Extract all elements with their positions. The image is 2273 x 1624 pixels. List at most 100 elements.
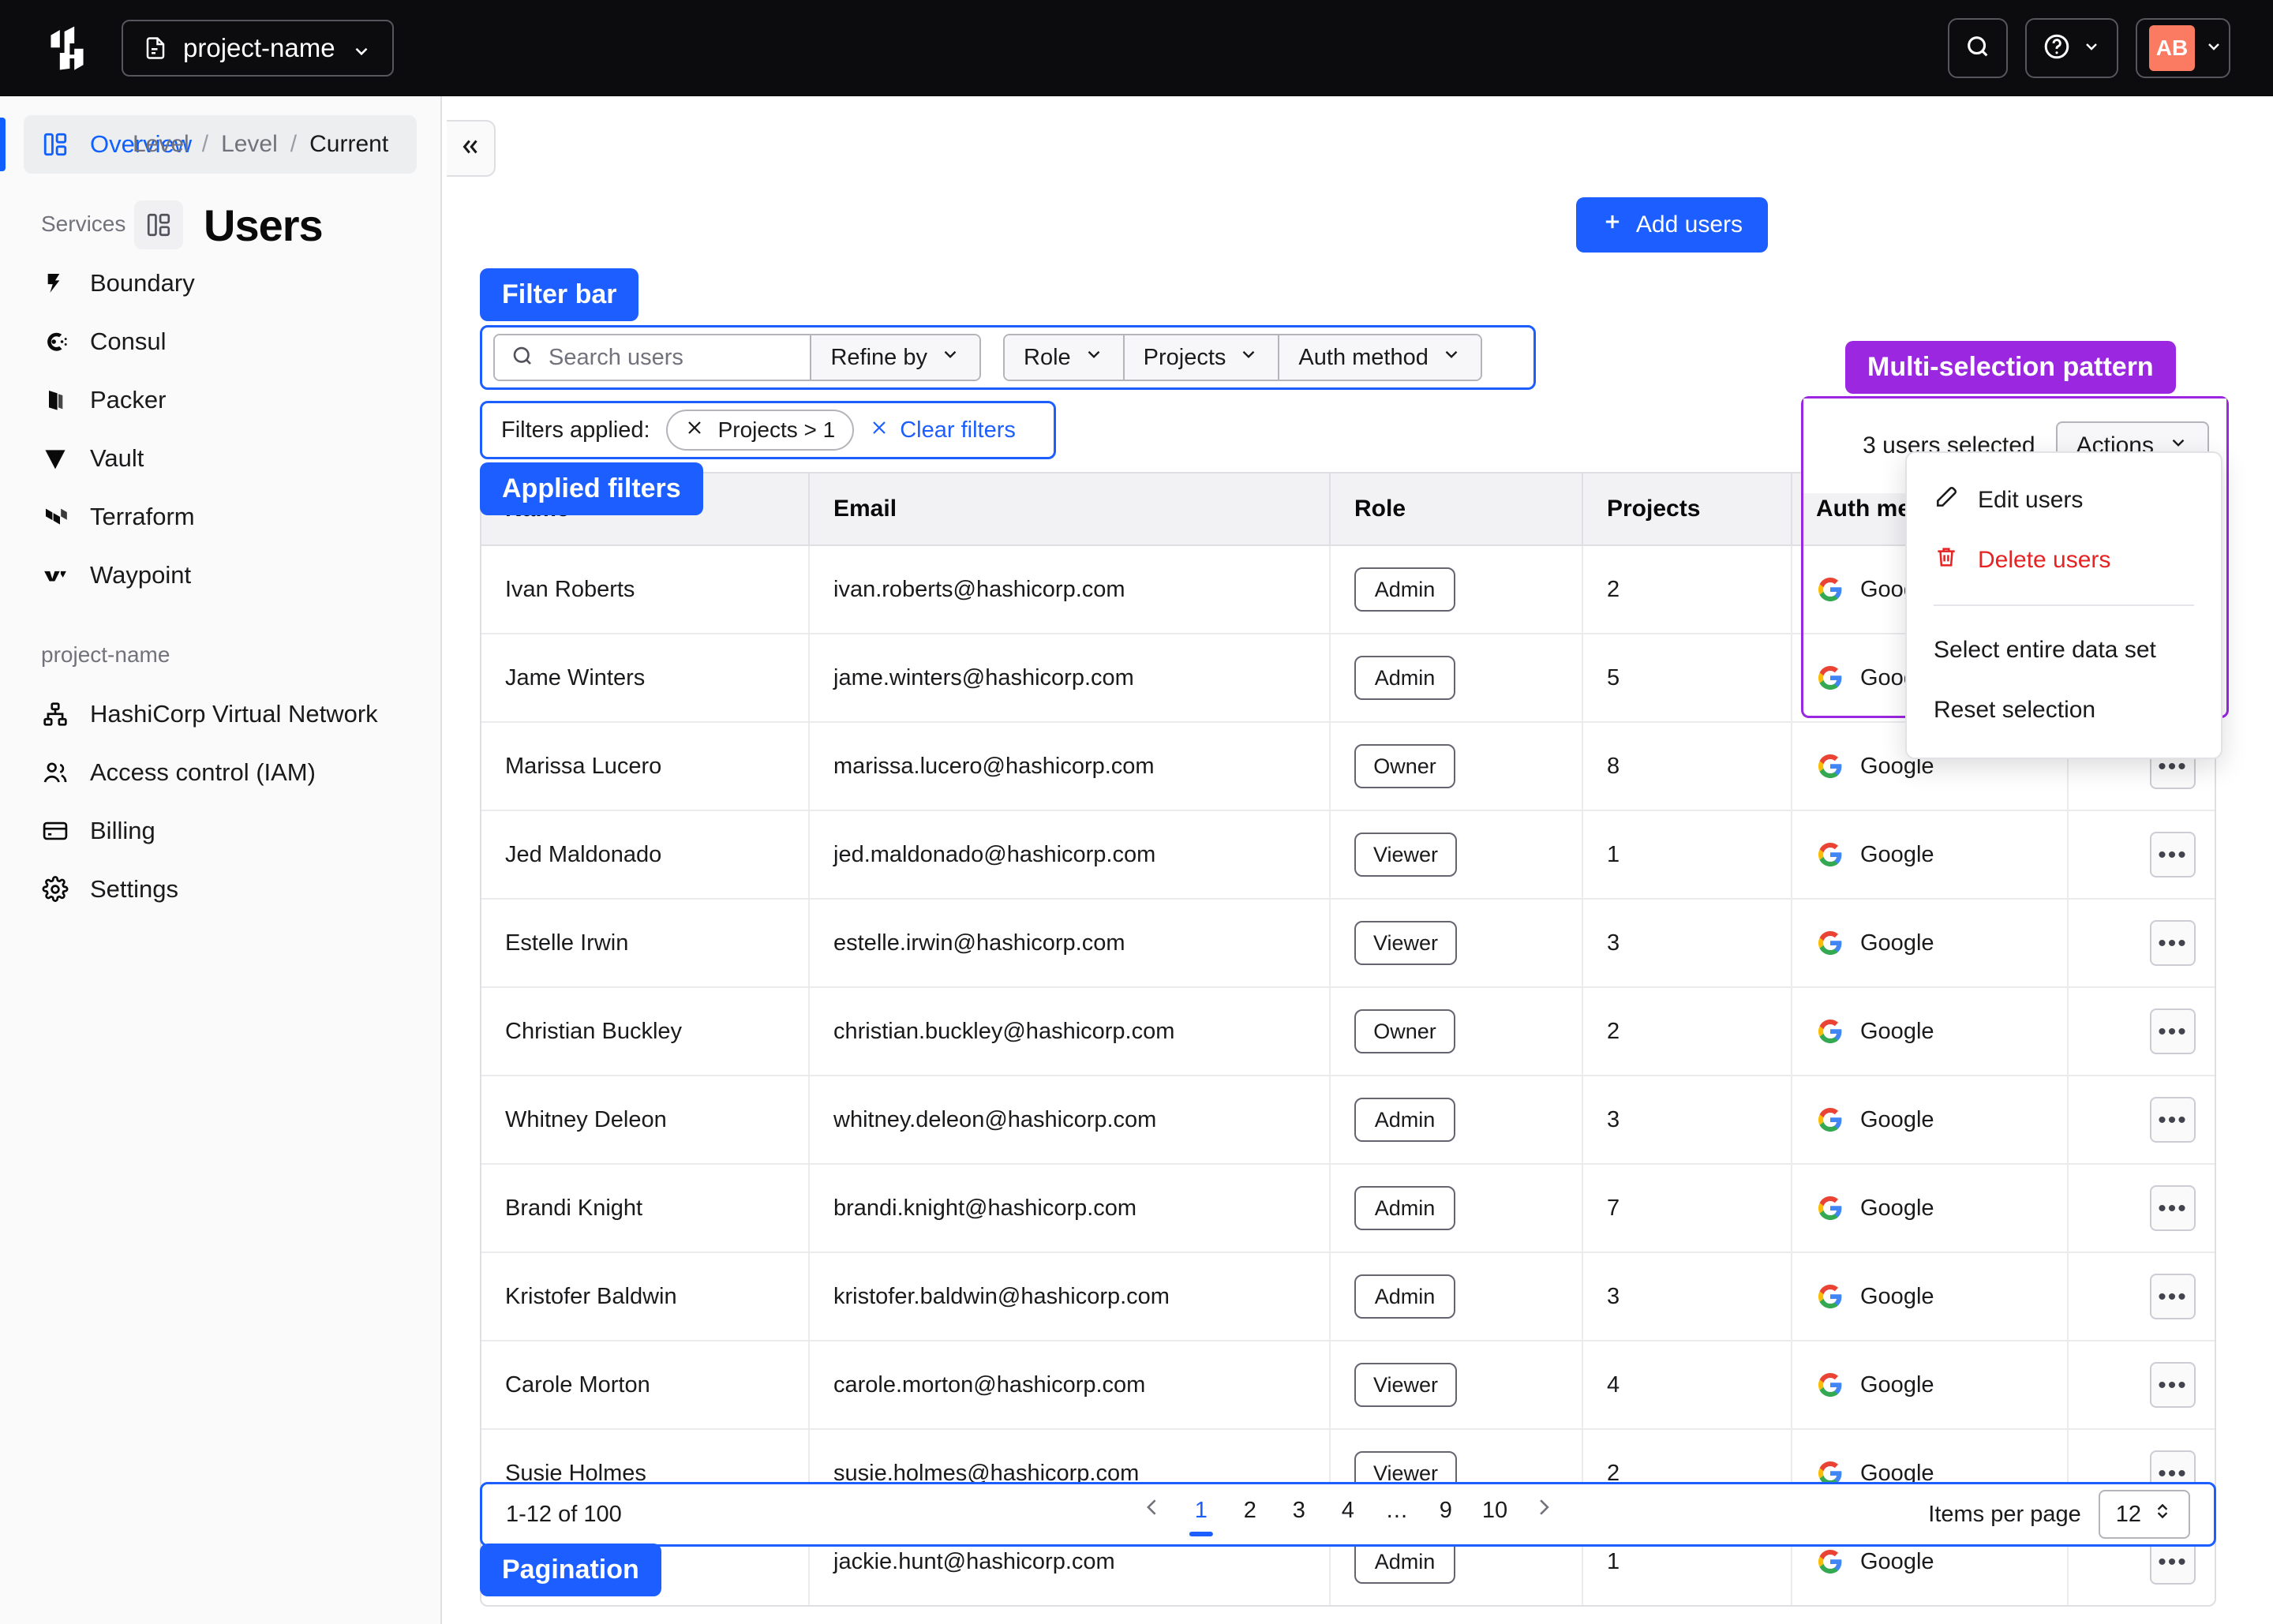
sidebar-collapse-button[interactable] — [447, 120, 496, 177]
users-icon — [41, 758, 69, 787]
user-menu-button[interactable]: AB — [2136, 18, 2230, 78]
table-row[interactable]: Jed Maldonado jed.maldonado@hashicorp.com… — [481, 810, 2215, 900]
column-header-projects[interactable]: Projects — [1582, 473, 1792, 546]
breadcrumb-item-1[interactable]: Level — [133, 131, 189, 157]
x-icon[interactable] — [685, 417, 704, 443]
sidebar-item-label: Terraform — [90, 503, 195, 530]
sidebar-item-terraform[interactable]: Terraform — [24, 488, 417, 546]
row-menu-button[interactable]: ••• — [2150, 832, 2196, 877]
menu-item-reset-selection[interactable]: Reset selection — [1907, 680, 2221, 740]
refine-by-dropdown[interactable]: Refine by — [810, 335, 979, 380]
sidebar-item-hvn[interactable]: HashiCorp Virtual Network — [24, 685, 417, 743]
cell-role: Owner — [1329, 722, 1582, 811]
search-input[interactable] — [549, 344, 795, 371]
role-badge: Viewer — [1354, 833, 1458, 877]
table-row[interactable]: Christian Buckley christian.buckley@hashi… — [481, 987, 2215, 1076]
row-menu-button[interactable]: ••• — [2150, 920, 2196, 966]
pagination-next-button[interactable] — [1531, 1495, 1556, 1534]
items-per-page-select[interactable]: 12 — [2098, 1490, 2190, 1539]
sidebar-group-services: Services — [41, 211, 126, 236]
chevron-down-icon — [1084, 344, 1104, 371]
pagination-page-9[interactable]: 9 — [1439, 1497, 1452, 1523]
global-search-button[interactable] — [1948, 18, 2008, 78]
table-row[interactable]: Brandi Knight brandi.knight@hashicorp.com… — [481, 1164, 2215, 1253]
pagination-page-4[interactable]: 4 — [1341, 1497, 1354, 1523]
cell-name: Estelle Irwin — [481, 899, 809, 988]
row-menu-button[interactable]: ••• — [2150, 1362, 2196, 1408]
row-menu-button[interactable]: ••• — [2150, 1008, 2196, 1054]
table-row[interactable]: Estelle Irwin estelle.irwin@hashicorp.com… — [481, 899, 2215, 988]
cell-role: Viewer — [1329, 1341, 1582, 1430]
row-menu-button[interactable]: ••• — [2150, 1097, 2196, 1143]
pagination-prev-button[interactable] — [1140, 1495, 1165, 1534]
pagination-bar: 1-12 of 100 1 2 3 4… 9 10 Items per page 12 — [480, 1482, 2216, 1547]
cell-auth-method: Google — [1791, 987, 2068, 1076]
menu-item-edit-users[interactable]: Edit users — [1907, 470, 2221, 530]
applied-filters-bar: Filters applied: Projects > 1 Clear filt… — [480, 401, 1056, 459]
search-icon — [1964, 33, 1991, 64]
cell-role: Admin — [1329, 545, 1582, 634]
project-selector[interactable]: project-name — [122, 20, 394, 77]
pagination-page-3[interactable]: 3 — [1292, 1497, 1305, 1523]
google-icon — [1818, 1373, 1842, 1397]
sidebar-item-vault[interactable]: Vault — [24, 429, 417, 488]
row-menu-button[interactable]: ••• — [2150, 1274, 2196, 1319]
sidebar-item-consul[interactable]: Consul — [24, 312, 417, 371]
dashboard-icon — [134, 200, 183, 249]
cell-projects: 7 — [1582, 1164, 1792, 1253]
sidebar-item-overview[interactable]: Overview — [0, 115, 417, 174]
chevron-down-icon — [2168, 432, 2189, 459]
column-header-email[interactable]: Email — [808, 473, 1330, 546]
auth-method-label: Google — [1860, 1371, 1934, 1398]
table-row[interactable]: Kristofer Baldwin kristofer.baldwin@hashi… — [481, 1252, 2215, 1341]
filter-dropdown-projects[interactable]: Projects — [1122, 335, 1279, 380]
consul-icon — [41, 327, 69, 356]
table-row[interactable]: Whitney Deleon whitney.deleon@hashicorp.c… — [481, 1076, 2215, 1165]
cell-role: Admin — [1329, 1252, 1582, 1341]
google-icon — [1818, 1020, 1842, 1043]
breadcrumb-item-2[interactable]: Level — [221, 131, 278, 157]
add-users-label: Add users — [1635, 211, 1743, 238]
cell-actions: ••• — [2067, 1076, 2215, 1165]
sidebar-item-label: HashiCorp Virtual Network — [90, 700, 378, 728]
clear-filters-button[interactable]: Clear filters — [870, 417, 1016, 443]
menu-item-delete-users[interactable]: Delete users — [1907, 530, 2221, 590]
menu-item-label: Delete users — [1978, 547, 2111, 573]
pagination-ellipsis: … — [1385, 1497, 1409, 1523]
hashicorp-logo[interactable] — [44, 25, 90, 71]
row-menu-button[interactable]: ••• — [2150, 1185, 2196, 1231]
add-users-button[interactable]: Add users — [1575, 197, 1768, 253]
google-icon — [1818, 666, 1842, 690]
pagination-page-10[interactable]: 10 — [1481, 1497, 1508, 1523]
sidebar-item-boundary[interactable]: Boundary — [24, 254, 417, 312]
filter-dropdown-role[interactable]: Role — [1005, 335, 1123, 380]
cell-name: Christian Buckley — [481, 987, 809, 1076]
chevron-down-icon — [940, 344, 961, 371]
annotation-filter-bar: Filter bar — [480, 268, 639, 321]
cell-role: Owner — [1329, 987, 1582, 1076]
search-field-wrap[interactable] — [495, 335, 811, 380]
sidebar-item-waypoint[interactable]: Waypoint — [24, 546, 417, 604]
column-header-role[interactable]: Role — [1329, 473, 1582, 546]
cell-projects: 3 — [1582, 899, 1792, 988]
pagination-page-2[interactable]: 2 — [1243, 1497, 1256, 1523]
sidebar-item-label: Access control (IAM) — [90, 758, 316, 786]
help-menu-button[interactable] — [2025, 18, 2118, 78]
waypoint-icon — [41, 561, 69, 589]
sidebar-item-billing[interactable]: Billing — [24, 802, 417, 860]
clear-filters-label: Clear filters — [900, 417, 1016, 443]
cell-projects: 5 — [1582, 634, 1792, 723]
cell-auth-method: Google — [1791, 1252, 2068, 1341]
table-row[interactable]: Carole Morton carole.morton@hashicorp.com… — [481, 1341, 2215, 1430]
filter-dropdown-auth-method[interactable]: Auth method — [1278, 335, 1481, 380]
filter-chip-projects[interactable]: Projects > 1 — [665, 410, 855, 451]
pagination-page-1[interactable]: 1 — [1189, 1498, 1214, 1532]
menu-item-select-entire-data-set[interactable]: Select entire data set — [1907, 620, 2221, 680]
attribute-filters-group: Role Projects Auth method — [1003, 334, 1482, 381]
sidebar-item-iam[interactable]: Access control (IAM) — [24, 743, 417, 802]
sidebar-item-settings[interactable]: Settings — [24, 860, 417, 919]
applied-filters-label: Filters applied: — [501, 417, 650, 443]
breadcrumb-separator: / — [290, 131, 298, 157]
auth-method-label: Google — [1860, 1106, 1934, 1132]
sidebar-item-packer[interactable]: Packer — [24, 371, 417, 429]
